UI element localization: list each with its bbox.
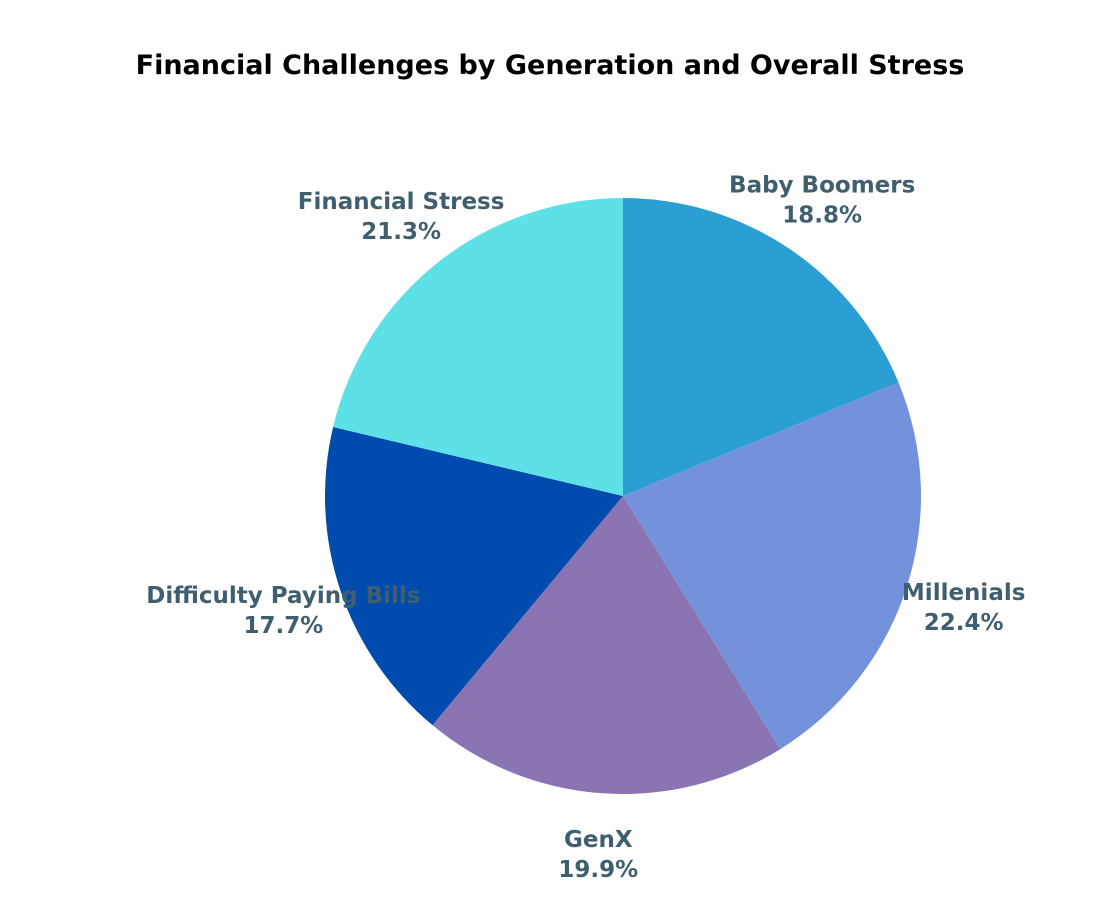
slice-value-label: 18.8%: [782, 203, 862, 229]
pie-slice-financial-stress: [333, 198, 623, 496]
slice-label-financial-stress: Financial Stress 21.3%: [298, 189, 505, 245]
slice-label-genx: GenX 19.9%: [558, 827, 638, 883]
slice-label-difficulty-paying-bills: Difficulty Paying Bills 17.7%: [146, 583, 420, 639]
pie-slice-baby-boomers: [623, 198, 899, 496]
slice-label-millenials: Millenials 22.4%: [902, 580, 1026, 636]
slice-category-label: Baby Boomers: [729, 173, 915, 199]
slice-value-label: 22.4%: [924, 610, 1004, 636]
slice-category-label: Millenials: [902, 580, 1026, 606]
slice-label-baby-boomers: Baby Boomers 18.8%: [729, 173, 915, 229]
pie-slices: [325, 198, 921, 794]
slice-value-label: 19.9%: [558, 857, 638, 883]
slice-value-label: 21.3%: [361, 219, 441, 245]
slice-category-label: GenX: [564, 827, 633, 853]
slice-category-label: Difficulty Paying Bills: [146, 583, 420, 609]
pie-slice-millenials: [623, 382, 921, 750]
pie-slice-difficulty-paying-bills: [325, 426, 623, 726]
slice-value-label: 17.7%: [243, 613, 323, 639]
pie-labels: Baby Boomers 18.8% Millenials 22.4% GenX 19.9…: [146, 173, 1025, 884]
pie-slice-genx: [432, 496, 781, 794]
chart-title: Financial Challenges by Generation and O…: [135, 50, 965, 81]
slice-category-label: Financial Stress: [298, 189, 505, 215]
